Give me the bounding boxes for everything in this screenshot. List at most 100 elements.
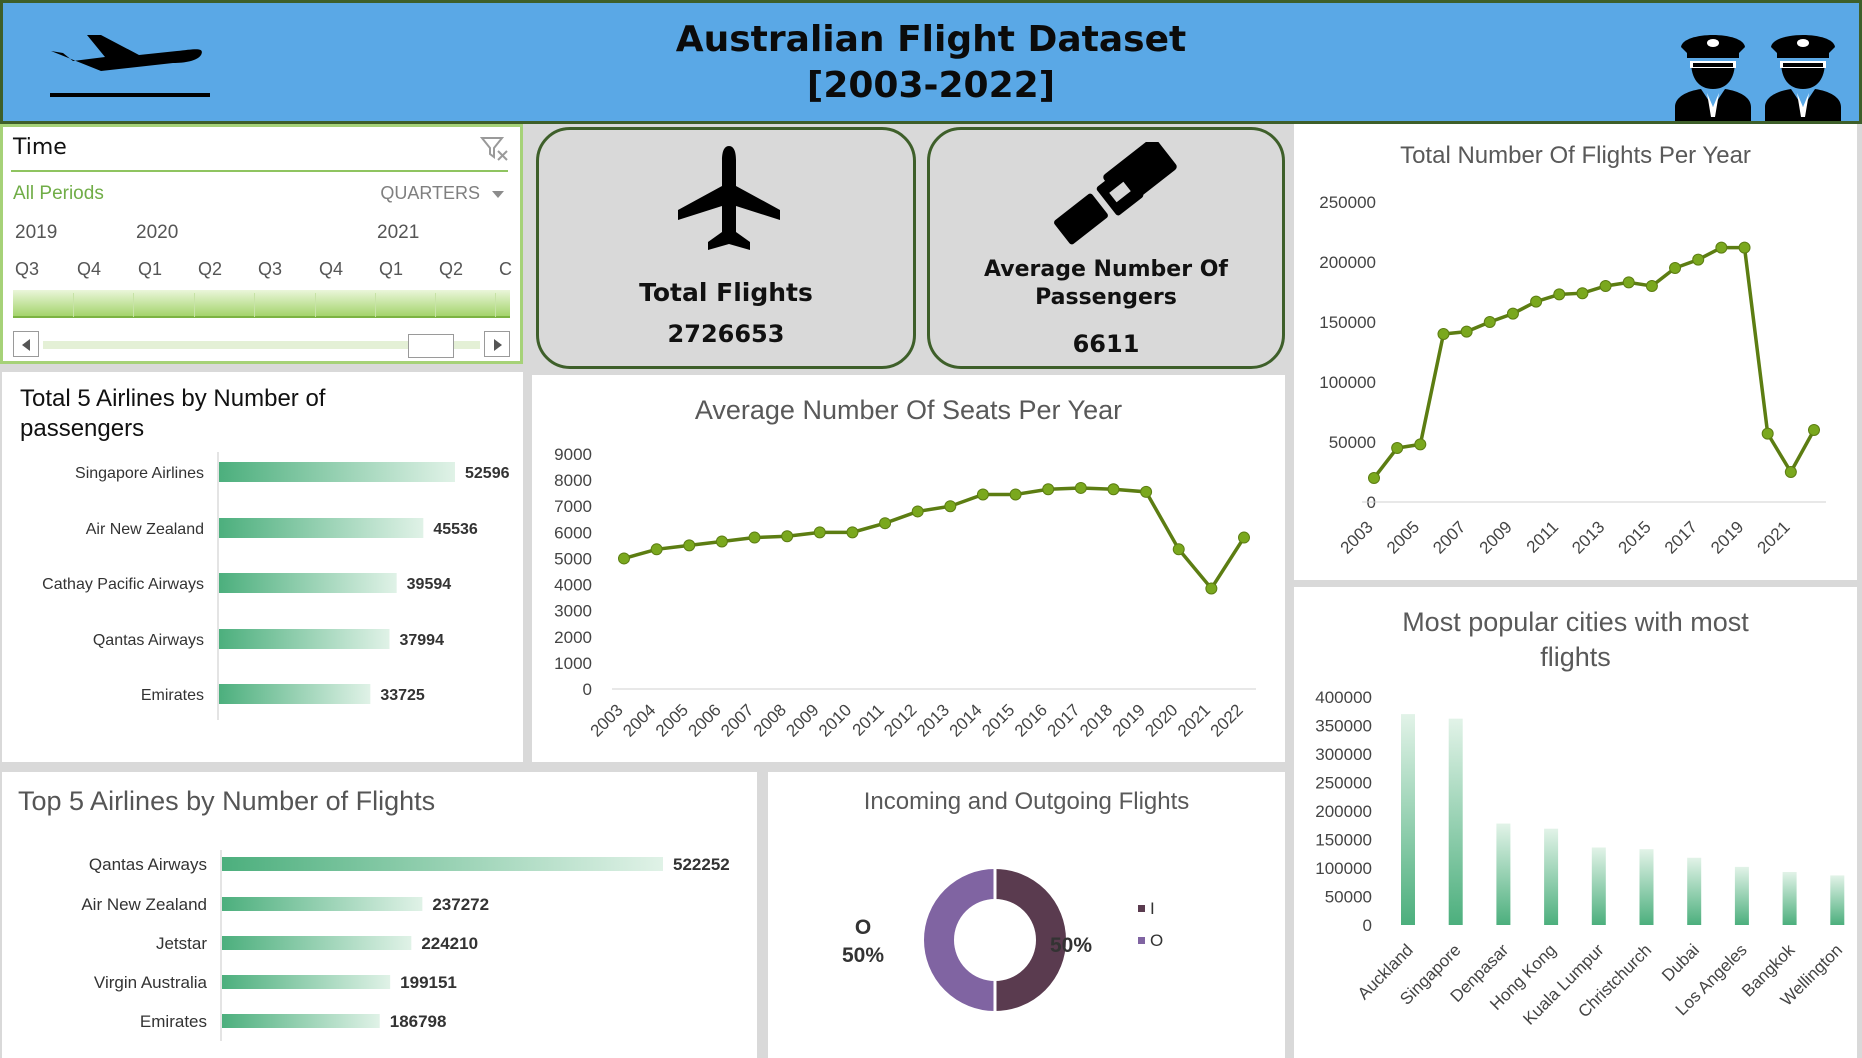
bar	[1591, 847, 1606, 925]
x-tick-label: 2021	[1753, 517, 1793, 557]
slicer-divider	[11, 170, 508, 172]
data-label: 522252	[673, 855, 730, 874]
x-tick-label: 2011	[849, 700, 888, 739]
x-tick-label: 2008	[750, 700, 790, 740]
kpi-total-flights-label: Total Flights	[639, 278, 813, 307]
series-line	[1372, 245, 1816, 480]
y-tick-label: 8000	[554, 471, 592, 490]
timeline-selection-bar[interactable]	[13, 290, 510, 318]
data-label: 186798	[390, 1012, 447, 1031]
slicer-quarter[interactable]: Q3	[15, 259, 40, 279]
scroll-thumb[interactable]	[408, 334, 454, 358]
category-label: Emirates	[140, 1012, 207, 1031]
kpi-total-flights-value: 2726653	[667, 320, 785, 348]
timeline-divider	[435, 293, 436, 317]
chart-title-top5-flights: Top 5 Airlines by Number of Flights	[18, 786, 436, 816]
x-tick-label: 2017	[1661, 517, 1701, 557]
data-point	[1576, 287, 1589, 300]
time-slicer: Time All Periods QUARTERS 2019 2020 2021…	[0, 124, 523, 364]
x-tick-label: 2003	[1337, 517, 1377, 557]
panel-top5-passengers: Total 5 Airlines by Number of passengers…	[2, 372, 523, 762]
page-title-line2: [2003-2022]	[806, 65, 1056, 106]
slicer-quarter[interactable]: Q1	[138, 259, 163, 279]
slicer-quarter[interactable]: Q2	[439, 259, 464, 279]
data-point	[715, 535, 728, 548]
chart-avg-seats: 0 1000 2000 3000 4000 5000 6000 7000 8000 9000 200…	[554, 445, 1256, 741]
slicer-quarter[interactable]: Q2	[198, 259, 223, 279]
kpi-avg-passengers-value: 6611	[1072, 330, 1140, 358]
y-tick-label: 3000	[554, 602, 592, 621]
slicer-quarter[interactable]: C	[499, 259, 512, 279]
x-tick-label: 2010	[815, 700, 855, 740]
bar	[222, 1014, 380, 1028]
data-point	[1460, 325, 1473, 338]
x-tick-label: 2007	[717, 700, 757, 740]
data-label: 39594	[407, 576, 452, 593]
data-point	[1669, 262, 1682, 274]
bar	[1830, 875, 1845, 925]
x-tick-label: 2015	[1615, 517, 1655, 557]
timeline-divider	[133, 293, 134, 317]
timeline-divider	[495, 293, 496, 317]
scroll-track[interactable]	[43, 341, 480, 349]
data-label: 237272	[432, 895, 489, 914]
bar	[1448, 718, 1463, 925]
x-tick-label: 2007	[1429, 517, 1469, 557]
scroll-left-button[interactable]	[13, 331, 39, 357]
timeline-divider	[194, 293, 195, 317]
airplane-departure-icon	[50, 35, 210, 97]
bar	[1782, 871, 1797, 925]
all-periods-label: All Periods	[13, 183, 104, 204]
data-point	[1238, 531, 1250, 544]
kpi-avg-passengers-label-line1: Average Number Of	[984, 257, 1228, 282]
slicer-title: Time	[13, 135, 67, 160]
x-tick-label: 2022	[1207, 700, 1247, 740]
chart-popular-cities: 0 50000 100000 150000 200000 250000 300000 3500…	[1315, 688, 1846, 1029]
page-title-line1: Australian Flight Dataset	[675, 19, 1187, 60]
data-point	[1140, 485, 1153, 498]
y-tick-label: 400000	[1315, 688, 1372, 707]
scroll-right-button[interactable]	[484, 331, 510, 357]
data-point	[1391, 442, 1404, 454]
airplane-icon	[678, 146, 780, 250]
legend-swatch	[1138, 937, 1145, 944]
y-tick-label: 250000	[1319, 193, 1376, 212]
data-point	[911, 505, 924, 518]
x-tick-label: 2009	[782, 700, 822, 740]
slice-callout-label: O	[855, 916, 871, 939]
x-tick-label: Dubai	[1658, 940, 1703, 985]
clear-filter-icon[interactable]	[480, 135, 510, 163]
chevron-down-icon[interactable]	[492, 191, 504, 198]
bar	[1687, 857, 1702, 925]
y-tick-label: 4000	[554, 576, 592, 595]
slicer-quarter[interactable]: Q3	[258, 259, 283, 279]
legend-swatch	[1138, 905, 1145, 912]
data-label: 45536	[433, 521, 478, 538]
data-label: 199151	[400, 973, 457, 992]
slicer-year: 2020	[136, 222, 179, 243]
bar	[1401, 714, 1415, 925]
kpi-card-total-flights: Total Flights 2726653	[536, 127, 916, 369]
x-tick-label: 2011	[1523, 517, 1562, 556]
kpi-card-avg-passengers: Average Number Of Passengers 6611	[927, 127, 1285, 369]
x-tick-label: 2015	[978, 700, 1018, 740]
slicer-quarter[interactable]: Q4	[77, 259, 102, 279]
slicer-year: 2021	[377, 222, 420, 243]
x-tick-label: 2017	[1043, 700, 1083, 740]
bar	[1496, 823, 1511, 925]
data-point	[1205, 582, 1218, 595]
time-level-dropdown[interactable]: QUARTERS	[380, 183, 480, 203]
chart-title-flights-per-year: Total Number Of Flights Per Year	[1400, 142, 1751, 169]
slicer-quarter[interactable]: Q4	[319, 259, 344, 279]
data-point	[1599, 280, 1612, 292]
data-point	[1414, 438, 1427, 451]
chart-title-avg-seats: Average Number Of Seats Per Year	[694, 395, 1123, 425]
slicer-quarter[interactable]: Q1	[379, 259, 404, 279]
category-label: Emirates	[141, 687, 204, 704]
data-point	[1530, 295, 1543, 308]
timeline-scrollbar[interactable]	[13, 331, 510, 359]
data-label: 33725	[380, 687, 425, 704]
x-tick-label: 2013	[913, 700, 953, 740]
category-label: Singapore Airlines	[75, 465, 204, 482]
panel-popular-cities: Most popular cities with most flights 0 5…	[1294, 587, 1857, 1058]
